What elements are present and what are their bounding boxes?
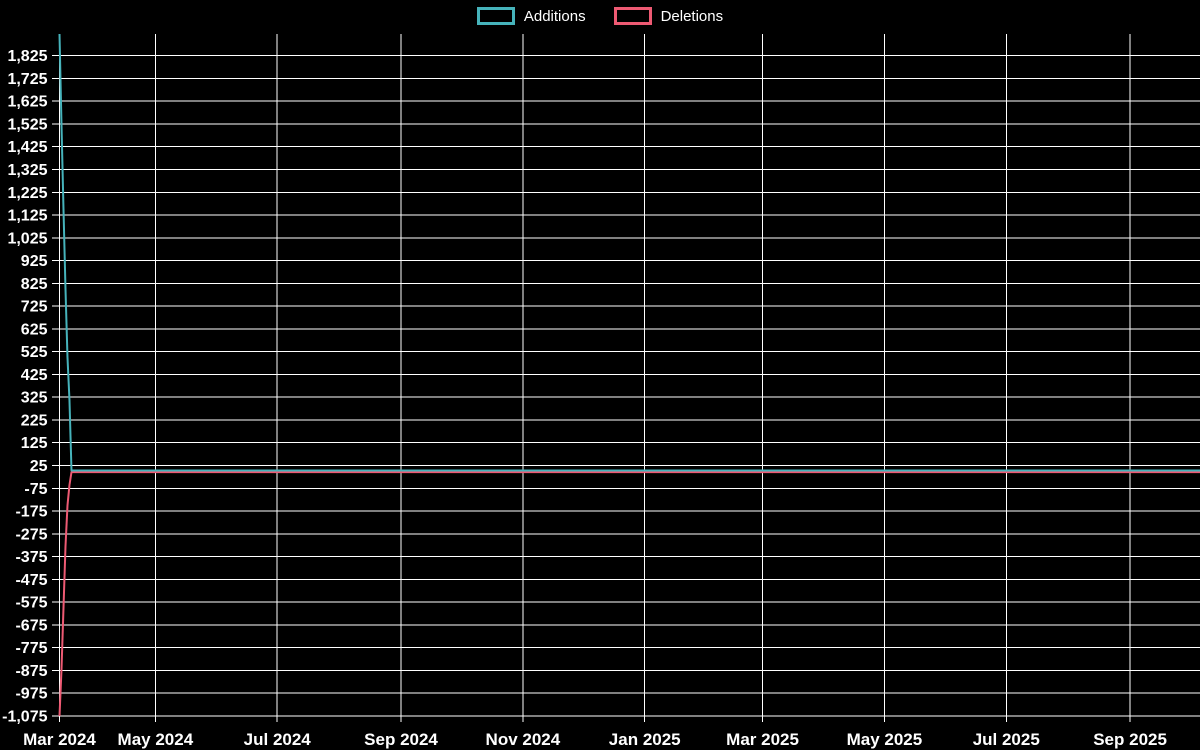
y-tick-label: -975 — [15, 686, 47, 703]
x-tick-label: Sep 2025 — [1093, 730, 1167, 749]
horizontal-gridlines — [58, 55, 1200, 717]
deletions-swatch-icon — [613, 7, 652, 25]
y-tick-label: 525 — [21, 344, 48, 361]
x-tick-label: Mar 2024 — [23, 730, 96, 749]
x-axis-labels: Mar 2024 May 2024 Jul 2024 Sep 2024 Nov 2024… — [23, 730, 1167, 749]
x-tick-label: May 2025 — [847, 730, 923, 749]
y-tick-label: -475 — [15, 572, 47, 589]
legend-item-additions[interactable]: Additions — [476, 7, 586, 25]
y-tick-label: 225 — [21, 412, 48, 429]
x-tick-label: May 2024 — [118, 730, 194, 749]
y-tick-label: 925 — [21, 253, 48, 270]
y-tick-label: 1,325 — [7, 162, 47, 179]
x-tick-label: Jan 2025 — [609, 730, 681, 749]
y-tick-label: 725 — [21, 299, 48, 316]
legend-label-additions: Additions — [523, 7, 586, 25]
y-tick-label: 1,525 — [7, 116, 47, 133]
y-tick-label: 325 — [21, 390, 48, 407]
y-tick-label: 1,725 — [7, 71, 47, 88]
y-tick-label: -275 — [15, 526, 47, 543]
y-tick-label: -175 — [15, 504, 47, 521]
x-tick-label: Jul 2024 — [244, 730, 312, 749]
legend-label-deletions: Deletions — [660, 7, 724, 25]
axis-ticks — [52, 55, 1131, 722]
y-tick-label: -75 — [24, 481, 47, 498]
y-tick-label: -675 — [15, 617, 47, 634]
vertical-gridlines — [59, 34, 1131, 716]
y-tick-label: 1,625 — [7, 94, 47, 111]
x-tick-label: Sep 2024 — [364, 730, 438, 749]
y-tick-label: 625 — [21, 321, 48, 338]
y-tick-label: 825 — [21, 276, 48, 293]
y-tick-label: 1,425 — [7, 139, 47, 156]
y-tick-label: 1,825 — [7, 48, 47, 65]
x-tick-label: Mar 2025 — [726, 730, 799, 749]
series-line-deletions — [58, 471, 1200, 717]
legend-item-deletions[interactable]: Deletions — [613, 7, 724, 25]
y-tick-label: -375 — [15, 549, 47, 566]
y-tick-label: 1,125 — [7, 208, 47, 225]
y-tick-label: -1,075 — [2, 709, 47, 726]
y-tick-label: 1,225 — [7, 185, 47, 202]
y-tick-label: -775 — [15, 640, 47, 657]
y-tick-label: 25 — [30, 458, 48, 475]
y-axis-labels: 1,825 1,725 1,625 1,525 1,425 1,325 1,225 1,125… — [2, 48, 47, 725]
y-tick-label: -875 — [15, 663, 47, 680]
series-line-additions — [58, 33, 1200, 472]
y-tick-label: 125 — [21, 435, 48, 452]
chart-legend: Additions Deletions — [0, 7, 1200, 25]
y-tick-label: 1,025 — [7, 230, 47, 247]
y-tick-label: 425 — [21, 367, 48, 384]
x-tick-label: Nov 2024 — [486, 730, 561, 749]
x-tick-label: Jul 2025 — [973, 730, 1040, 749]
series-lines — [58, 33, 1200, 717]
additions-swatch-icon — [476, 7, 515, 25]
y-tick-label: -575 — [15, 595, 47, 612]
